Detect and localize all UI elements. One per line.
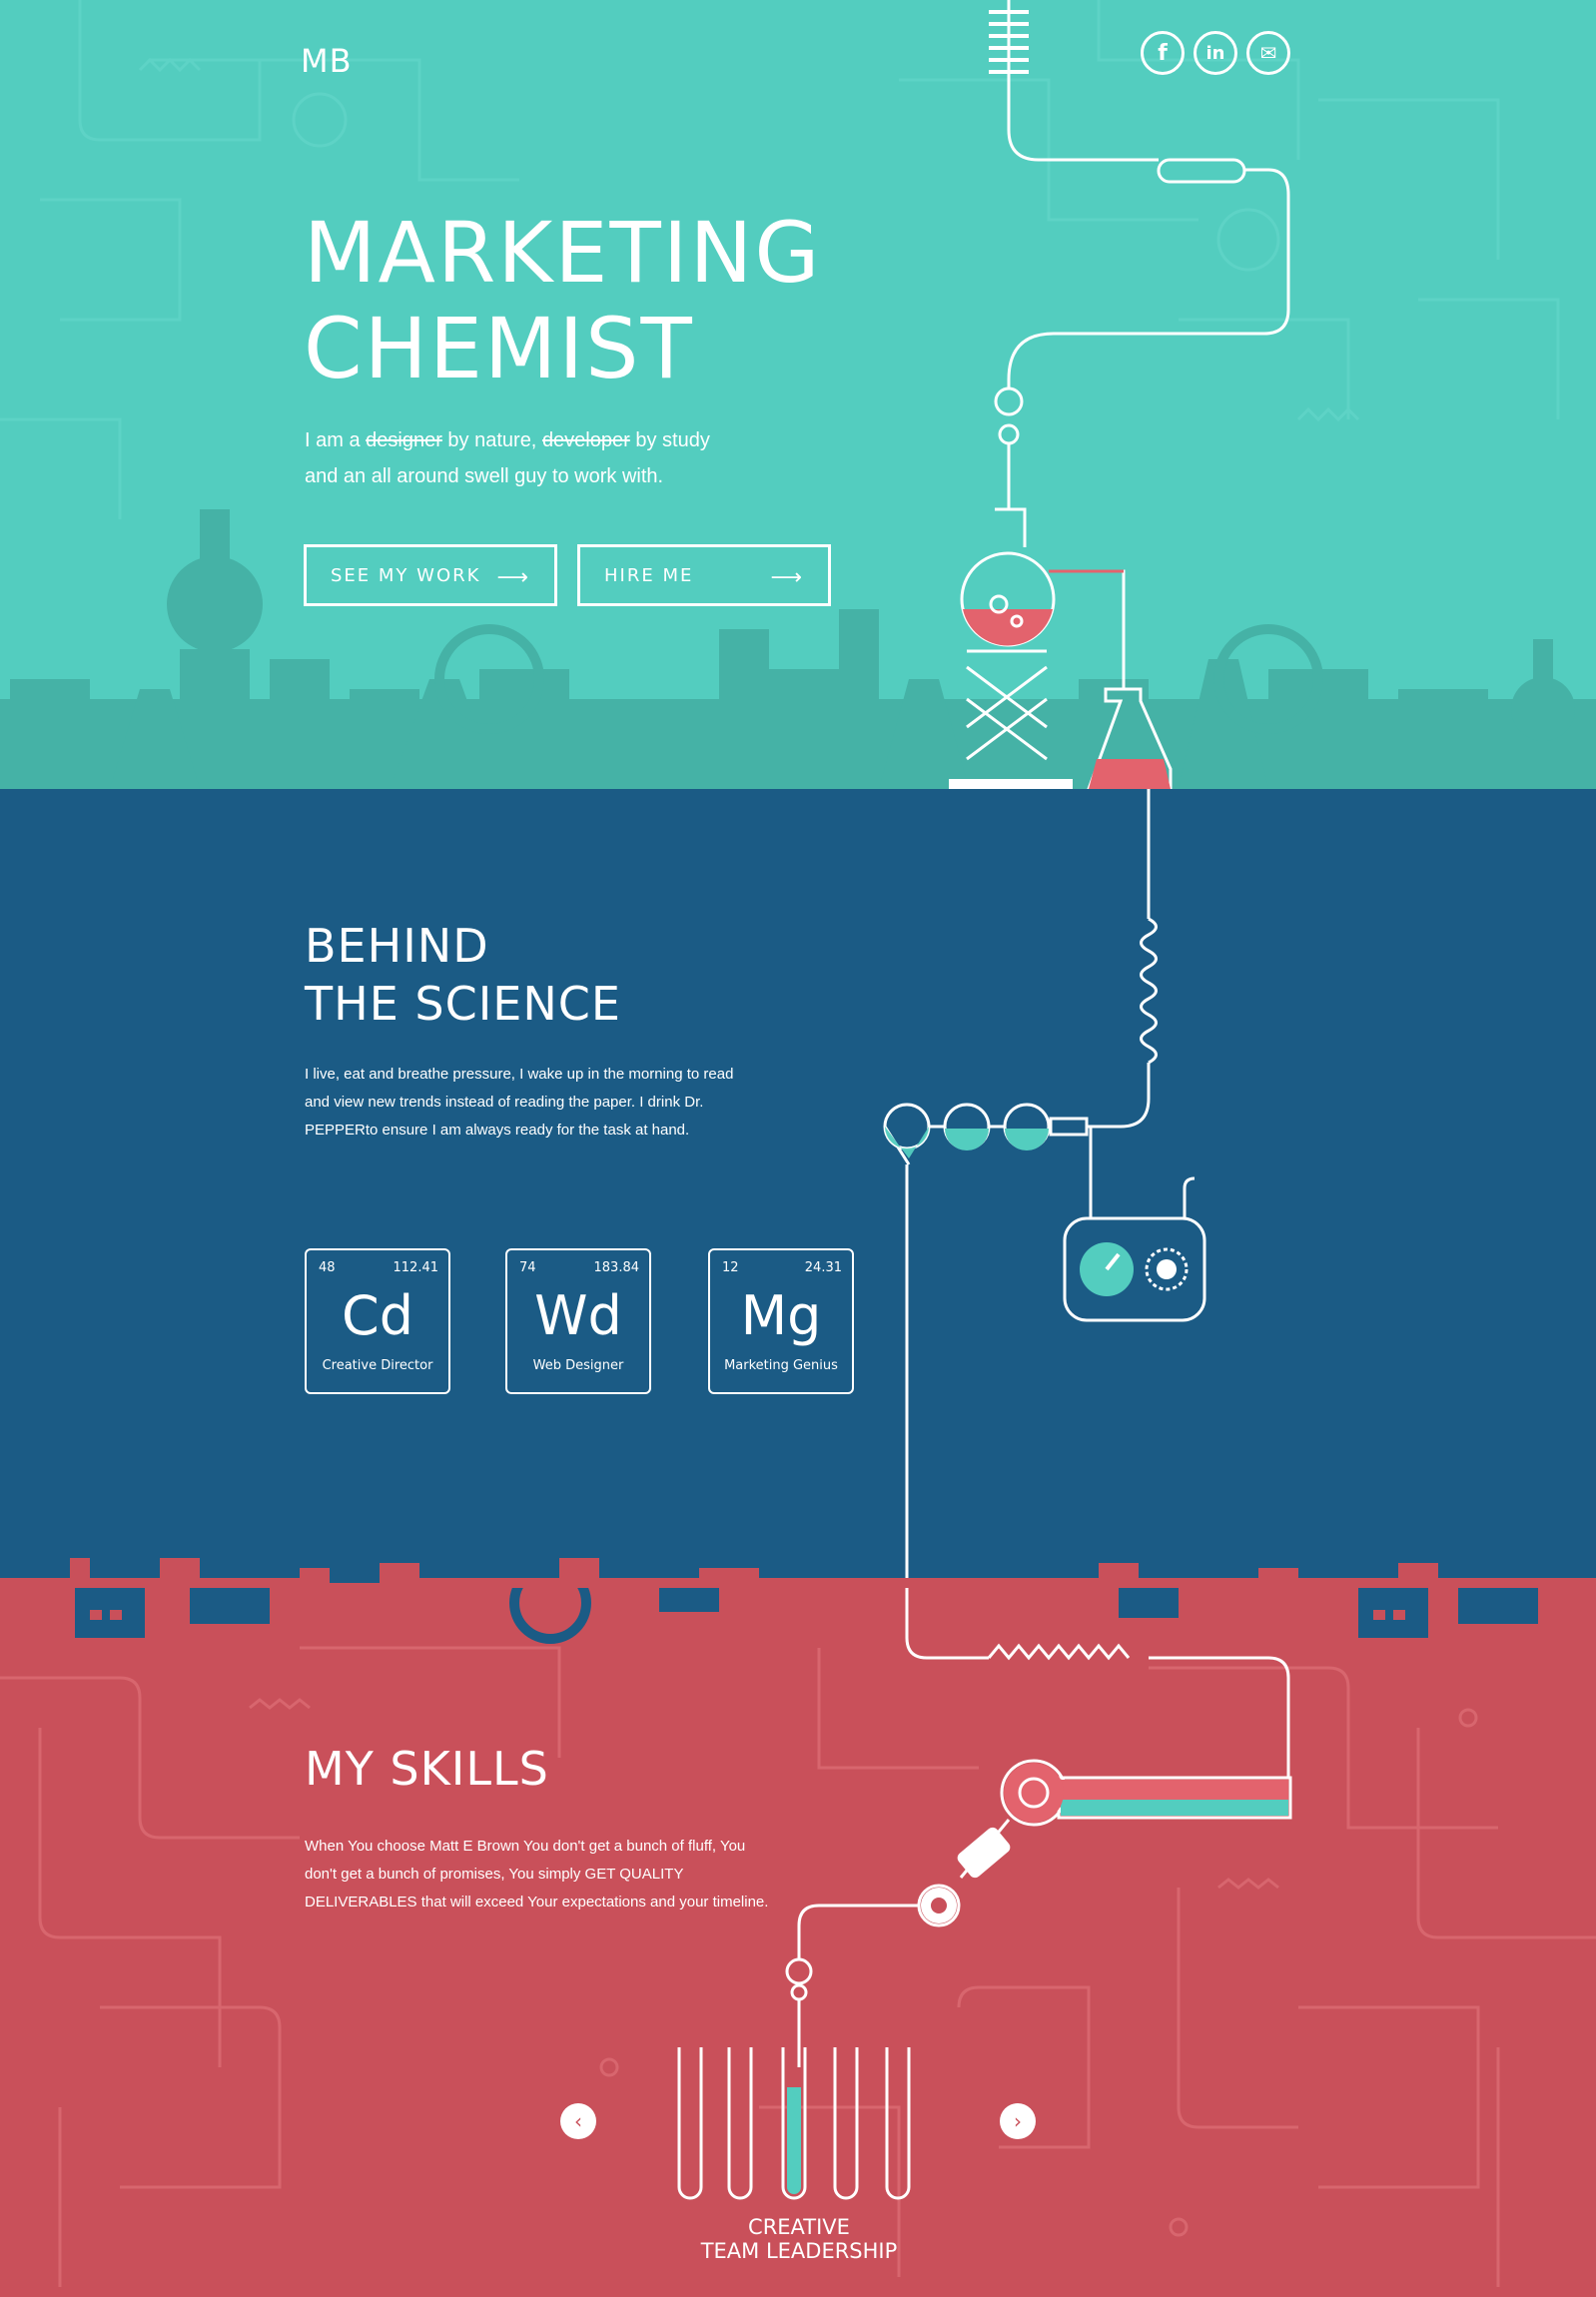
hero-subtitle: I am a designer by nature, developer by … — [305, 422, 824, 494]
hero-apparatus — [949, 0, 1290, 789]
science-title-line2: THE SCIENCE — [305, 977, 621, 1031]
skills-circuit-background — [0, 1588, 1596, 2287]
element-symbol: Cd — [342, 1284, 413, 1347]
facebook-icon[interactable]: f — [1141, 31, 1185, 75]
skills-section: MY SKILLS When You choose Matt E Brown Y… — [0, 1588, 1596, 2297]
linkedin-icon[interactable]: in — [1194, 31, 1237, 75]
element-number: 74 — [519, 1260, 536, 1275]
element-role: Creative Director — [322, 1358, 433, 1373]
arrow-right-icon: ⟶ — [770, 565, 804, 590]
hire-me-label: HIRE ME — [604, 564, 694, 586]
science-para-line1: I live, eat and breathe pressure, I wake… — [305, 1066, 734, 1083]
element-mass: 112.41 — [393, 1260, 439, 1275]
skills-title: MY SKILLS — [305, 1742, 549, 1796]
email-icon[interactable]: ✉ — [1246, 31, 1290, 75]
skills-para-line3: DELIVERABLES that will exceed Your expec… — [305, 1894, 769, 1911]
element-tile-wd: 74 183.84 Wd Web Designer — [505, 1248, 651, 1394]
prev-skill-button[interactable]: ‹ — [560, 2103, 596, 2139]
hero-sub-strike-designer: designer — [366, 429, 442, 451]
tube-top — [1007, 0, 1159, 162]
science-title: BEHIND THE SCIENCE — [305, 917, 621, 1033]
science-apparatus — [0, 789, 1596, 1588]
arrow-right-icon: ⟶ — [496, 565, 530, 590]
element-number: 12 — [722, 1260, 739, 1275]
see-my-work-label: SEE MY WORK — [331, 564, 481, 586]
hero-sub-prefix: I am a — [305, 429, 361, 451]
science-para-line2: and view new trends instead of reading t… — [305, 1094, 704, 1111]
hero-sub-line2: and an all around swell guy to work with… — [305, 465, 664, 487]
element-mass: 24.31 — [804, 1260, 842, 1275]
science-title-line1: BEHIND — [305, 919, 489, 973]
hero-title-line2: CHEMIST — [304, 300, 694, 397]
skills-paragraph: When You choose Matt E Brown You don't g… — [305, 1833, 824, 1916]
next-skill-button[interactable]: › — [1000, 2103, 1036, 2139]
beaker-liquid — [1089, 759, 1171, 789]
element-tile-mg: 12 24.31 Mg Marketing Genius — [708, 1248, 854, 1394]
hero-section: MB f in ✉ MARKETING CHEMIST I am a desig… — [0, 0, 1596, 789]
flask-liquid — [963, 609, 1053, 646]
logo[interactable]: MB — [301, 42, 353, 80]
chevron-left-icon: ‹ — [574, 2109, 582, 2133]
see-my-work-button[interactable]: SEE MY WORK ⟶ — [304, 544, 557, 606]
skills-para-line1: When You choose Matt E Brown You don't g… — [305, 1838, 746, 1855]
science-section: BEHIND THE SCIENCE I live, eat and breat… — [0, 789, 1596, 1588]
science-para-line3: PEPPERto ensure I am always ready for th… — [305, 1122, 690, 1139]
element-symbol: Wd — [534, 1284, 622, 1347]
hire-me-button[interactable]: HIRE ME ⟶ — [577, 544, 831, 606]
skills-para-line2: don't get a bunch of promises, You simpl… — [305, 1866, 684, 1883]
skill-label-line2: TEAM LEADERSHIP — [700, 2239, 898, 2263]
element-role: Web Designer — [532, 1358, 624, 1373]
hero-sub-strike-developer: developer — [541, 429, 630, 451]
hero-lab-background — [0, 0, 1596, 789]
science-paragraph: I live, eat and breathe pressure, I wake… — [305, 1061, 774, 1145]
hero-title: MARKETING CHEMIST — [304, 205, 821, 396]
hero-sub-suffix: by study — [635, 429, 710, 451]
element-tile-cd: 48 112.41 Cd Creative Director — [305, 1248, 450, 1394]
skill-label-line1: CREATIVE — [748, 2215, 850, 2239]
skill-label: CREATIVE TEAM LEADERSHIP — [649, 2215, 949, 2263]
element-symbol: Mg — [740, 1284, 822, 1347]
element-mass: 183.84 — [593, 1260, 640, 1275]
hero-sub-mid: by nature, — [447, 429, 537, 451]
chevron-right-icon: › — [1014, 2109, 1022, 2133]
element-number: 48 — [319, 1260, 336, 1275]
hero-title-line1: MARKETING — [304, 204, 822, 302]
element-role: Marketing Genius — [724, 1358, 838, 1373]
